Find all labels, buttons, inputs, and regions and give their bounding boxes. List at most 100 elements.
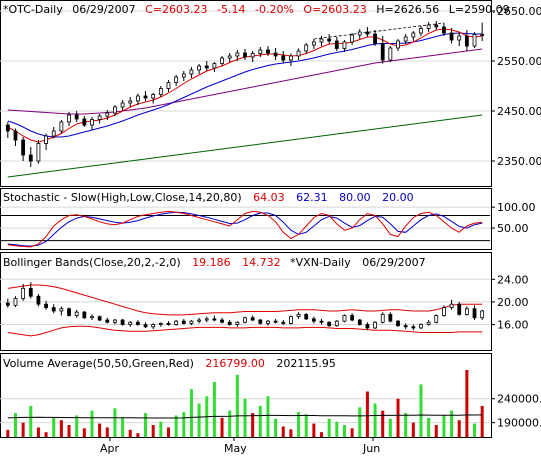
price-change: -5.14 xyxy=(217,3,245,16)
price-candle xyxy=(151,94,156,99)
price-candle xyxy=(457,35,462,41)
volume-bar xyxy=(220,417,224,437)
price-panel-frame xyxy=(0,0,492,187)
price-close: C=2603.23 xyxy=(145,3,207,16)
volume-bar xyxy=(105,427,109,437)
price-candle xyxy=(105,112,110,117)
price-candle xyxy=(90,119,94,126)
volume-bar xyxy=(266,396,270,437)
vxn-candle xyxy=(281,321,286,324)
volume-panel: 240000. 190000. Volume Average(50,50,Gree… xyxy=(0,353,541,438)
price-y-axis: 2650.00 2550.00 2450.00 2350.00 xyxy=(491,5,541,168)
vxn-candle xyxy=(21,287,26,299)
price-candle xyxy=(197,65,201,71)
ma-200-line xyxy=(7,114,483,178)
volume-bar xyxy=(243,398,247,437)
vxn-candle xyxy=(174,320,179,325)
vxn-candle xyxy=(189,320,194,324)
vxn-candle xyxy=(350,315,355,321)
vxn-candle xyxy=(13,298,18,306)
volume-bar xyxy=(411,422,415,437)
x-label-may: May xyxy=(224,442,247,455)
vxn-symbol: *VXN-Daily xyxy=(290,256,351,269)
bollinger-tick-label: 16.00 xyxy=(497,319,529,332)
stochastic-tick-label: 100.00 xyxy=(497,201,536,214)
volume-bar xyxy=(304,414,308,437)
price-candle xyxy=(319,38,324,43)
volume-bar xyxy=(335,421,339,437)
volume-bar xyxy=(480,405,484,437)
price-candle xyxy=(357,31,362,36)
stochastic-title: Stochastic - Slow(High,Low,Close,14,20,8… xyxy=(3,191,242,204)
bollinger-header: Bollinger Bands(Close,20,2,-2,0) 19.186 … xyxy=(3,256,426,269)
price-candle xyxy=(388,47,393,61)
price-candle xyxy=(143,95,148,99)
price-open: O=2603.23 xyxy=(303,3,366,16)
vxn-candle xyxy=(365,324,370,329)
volume-bar xyxy=(342,425,346,437)
volume-bar xyxy=(144,413,148,437)
price-candle xyxy=(365,31,370,35)
volume-bar xyxy=(98,423,102,437)
volume-bar xyxy=(404,413,408,437)
volume-bar xyxy=(327,418,331,437)
stochastic-y-axis: 100.00 50.00 xyxy=(491,201,536,235)
vxn-candle xyxy=(235,321,240,325)
vxn-candle xyxy=(120,319,125,325)
stochastic-header: Stochastic - Slow(High,Low,Close,14,20,8… xyxy=(3,191,414,204)
vxn-candle xyxy=(197,319,201,322)
vxn-candle xyxy=(90,316,94,319)
volume-header: Volume Average(50,50,Green,Red) 216799.0… xyxy=(3,357,336,370)
volume-tick-label: 190000. xyxy=(497,417,541,430)
vxn-candle xyxy=(434,315,439,323)
volume-bar xyxy=(235,374,239,437)
price-candle xyxy=(120,102,125,108)
stochastic-k-line xyxy=(7,210,483,248)
bollinger-upper-band xyxy=(7,284,483,316)
volume-average-line xyxy=(7,414,483,419)
price-candle xyxy=(464,35,469,47)
price-candle xyxy=(51,130,56,137)
vxn-candle xyxy=(296,313,301,318)
stochastic-panel: 100.00 50.00 Stochastic - Slow(High,Low,C… xyxy=(0,188,536,250)
volume-average-value: 202115.95 xyxy=(276,357,336,370)
bollinger-lower-band xyxy=(7,325,483,337)
price-candle xyxy=(472,34,477,47)
price-candle xyxy=(434,24,439,28)
volume-bar xyxy=(388,418,392,437)
volume-bar xyxy=(59,420,63,437)
vxn-candle xyxy=(113,319,117,323)
volume-bar xyxy=(419,384,423,437)
price-candle xyxy=(97,115,102,120)
volume-bar xyxy=(434,425,438,437)
vxn-candle xyxy=(82,311,87,319)
volume-bar xyxy=(281,426,285,437)
volume-bar xyxy=(21,422,25,437)
volume-bar xyxy=(289,429,293,437)
bollinger-tick-label: 24.00 xyxy=(497,273,529,286)
price-marks xyxy=(5,21,485,178)
volume-bar xyxy=(442,415,446,437)
price-candle xyxy=(82,118,87,126)
vxn-candle xyxy=(74,311,79,316)
bollinger-lower-value: 14.732 xyxy=(242,256,281,269)
volume-bar xyxy=(136,433,140,437)
stochastic-d-value: 62.31 xyxy=(296,191,328,204)
volume-bar xyxy=(182,412,186,437)
price-candle xyxy=(480,34,485,36)
price-candle xyxy=(21,139,26,156)
vxn-candle xyxy=(403,325,408,328)
price-candle xyxy=(128,100,133,104)
volume-bar xyxy=(427,417,431,437)
vxn-candle xyxy=(419,324,423,329)
stochastic-upper-level: 80.00 xyxy=(339,191,371,204)
price-tick-label: 2350.00 xyxy=(497,155,541,168)
vxn-candle xyxy=(319,320,324,323)
ma-mid-line xyxy=(7,32,483,138)
price-candle xyxy=(311,41,316,46)
volume-bar xyxy=(44,432,48,437)
price-candle xyxy=(289,55,293,61)
price-candle xyxy=(181,73,186,78)
volume-bar xyxy=(113,408,117,437)
